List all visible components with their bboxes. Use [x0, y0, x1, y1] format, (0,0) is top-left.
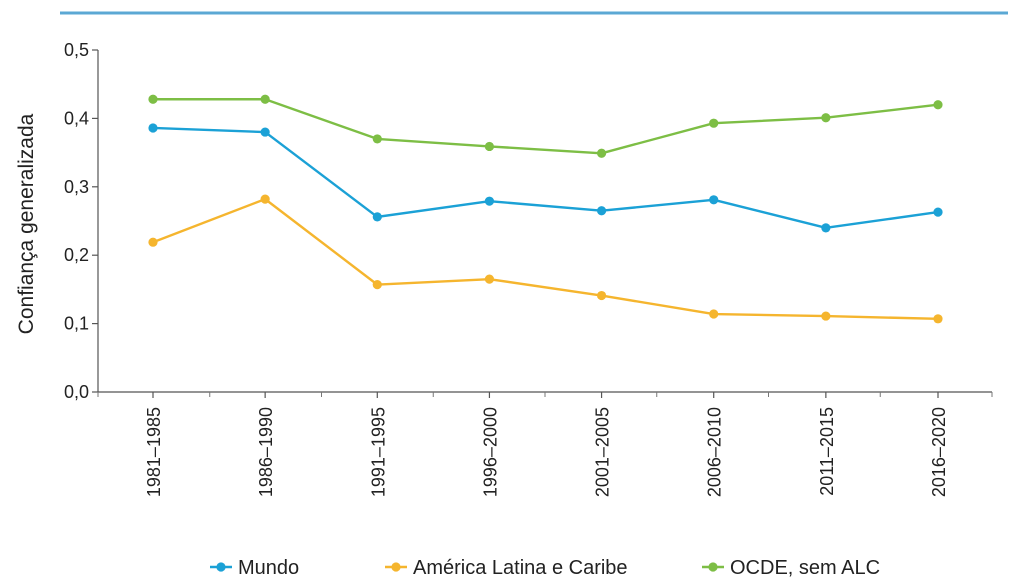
series-3 [148, 94, 943, 158]
y-tick-label: 0,3 [64, 177, 89, 197]
data-point [372, 134, 382, 144]
y-axis-title: Confiança generalizada [15, 113, 38, 334]
legend-swatch-dot [216, 562, 226, 572]
data-point [484, 196, 495, 206]
y-tick-label: 0,4 [64, 108, 89, 128]
series-line [152, 126, 939, 230]
data-point [596, 206, 607, 216]
data-point [372, 280, 382, 290]
data-point [596, 290, 607, 301]
ticks-layer: 0,0 0,1 0,2 0,3 0,4 0,5 1981–1985 1986–1990 1991… [64, 40, 993, 497]
data-point [484, 274, 495, 284]
x-tick-label: 1981–1985 [144, 407, 164, 497]
data-point [709, 118, 719, 128]
y-tick-label: 0,2 [64, 245, 89, 265]
legend: Mundo América Latina e Caribe OCDE, sem AL… [210, 557, 880, 579]
data-point [821, 223, 831, 233]
data-point [372, 212, 382, 222]
data-point [709, 309, 719, 319]
legend-swatch-dot [391, 562, 401, 572]
legend-label: Mundo [238, 557, 299, 579]
data-point [148, 94, 158, 104]
data-point [148, 123, 158, 133]
x-tick-label: 2011–2015 [817, 407, 837, 496]
x-tick-label: 1986–1990 [256, 407, 276, 497]
data-point [260, 127, 270, 137]
series-2 [148, 194, 943, 324]
legend-item: OCDE, sem ALC [702, 557, 880, 579]
data-point [148, 237, 158, 247]
data-point [933, 314, 943, 324]
legend-item: Mundo [210, 557, 299, 579]
data-point [484, 141, 495, 152]
data-point [260, 194, 270, 204]
data-point [596, 148, 607, 158]
x-tick-label: 1996–2000 [480, 407, 500, 497]
series-1 [148, 123, 943, 233]
legend-label: América Latina e Caribe [413, 557, 628, 579]
x-tick-label: 2006–2010 [705, 407, 725, 497]
series-layer [148, 94, 943, 324]
legend-item: América Latina e Caribe [385, 557, 628, 579]
x-tick-label: 2016–2020 [929, 407, 949, 497]
x-tick-label: 1991–1995 [368, 407, 388, 497]
series-line [152, 197, 939, 321]
y-tick-label: 0,5 [64, 40, 89, 60]
data-point [933, 100, 943, 110]
series-line [153, 98, 939, 155]
data-point [821, 311, 831, 321]
x-tick-label: 2001–2005 [593, 407, 613, 497]
data-point [260, 94, 270, 104]
data-point [821, 113, 831, 123]
data-point [933, 207, 943, 217]
legend-label: OCDE, sem ALC [730, 557, 880, 579]
y-tick-label: 0,0 [64, 382, 89, 402]
data-point [709, 195, 719, 205]
legend-swatch-dot [708, 562, 718, 572]
y-tick-label: 0,1 [64, 314, 89, 334]
